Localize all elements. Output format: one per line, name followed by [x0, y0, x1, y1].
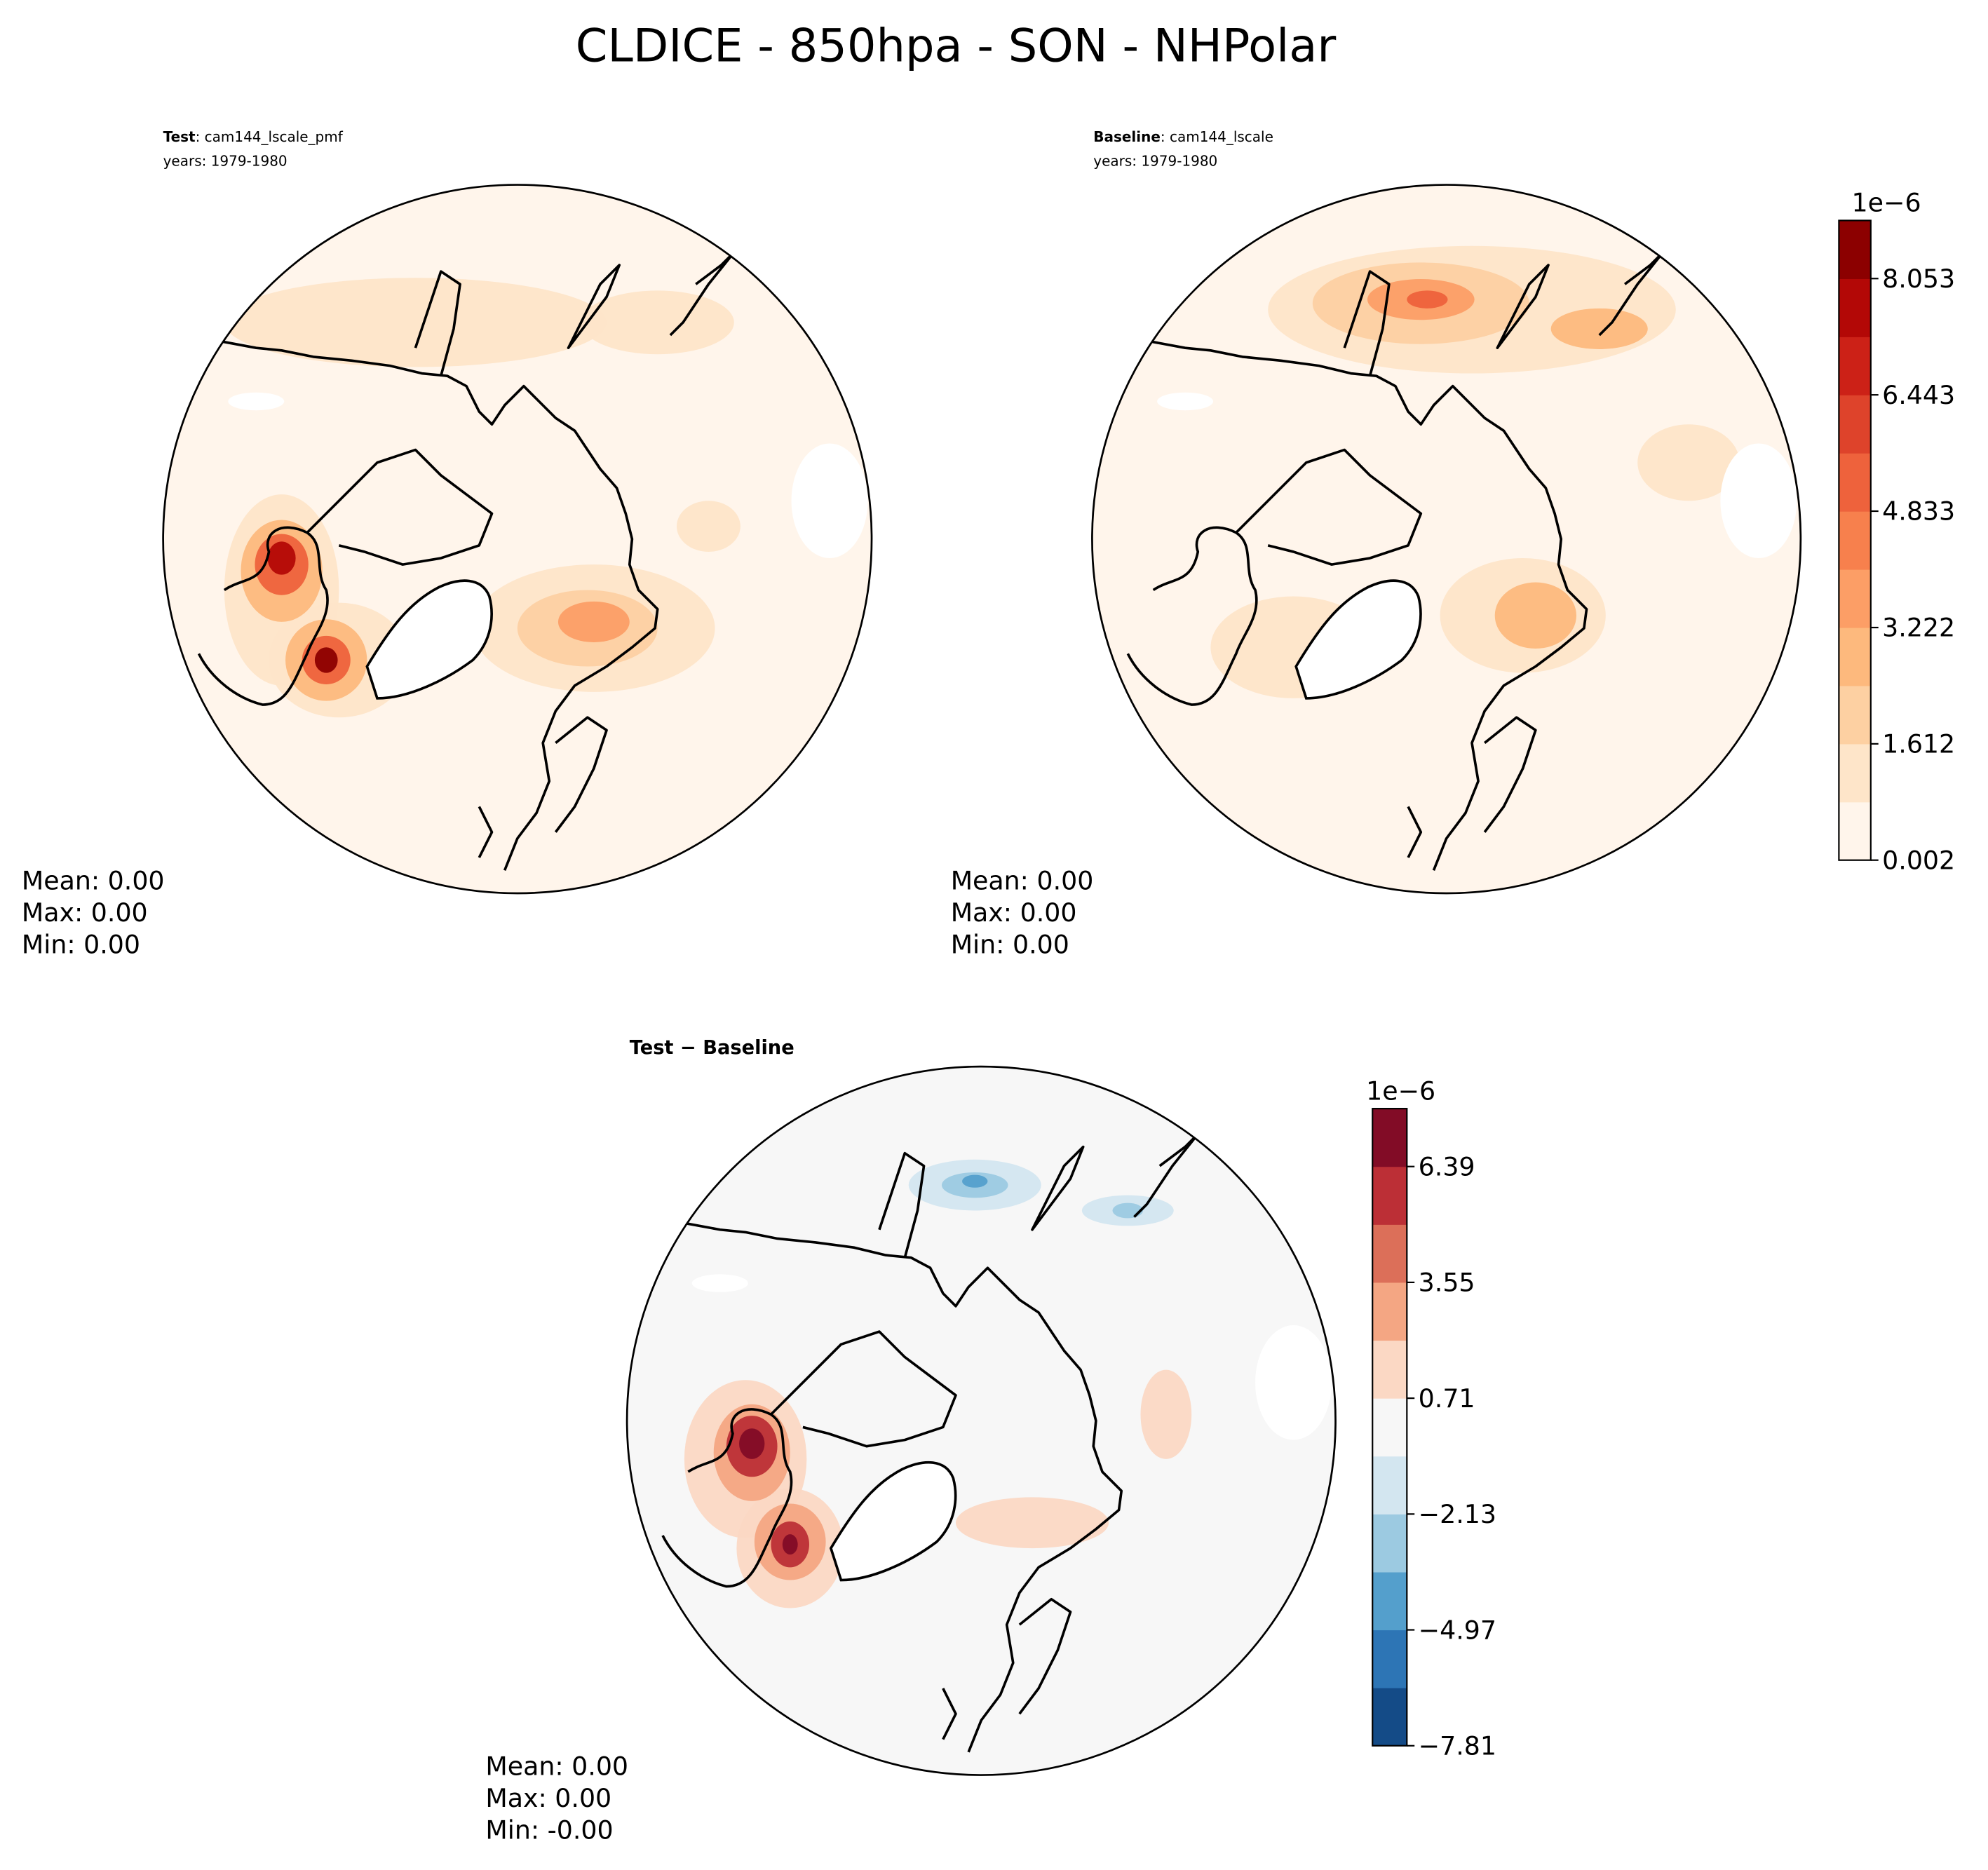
contour-patch [782, 1534, 798, 1555]
color-band [1372, 1571, 1407, 1631]
colorbar-offset: 1e−6 [1366, 1076, 1435, 1106]
colorbar-frame [1838, 219, 1872, 861]
stat-text: Mean: 0.00 [951, 866, 1094, 896]
stat-text: Mean: 0.00 [22, 866, 165, 896]
colorbar-tick-label: 0.002 [1882, 845, 1955, 875]
contour-patch [1550, 308, 1648, 349]
colorbar-tick-label: 3.222 [1882, 613, 1955, 643]
map-field [1092, 184, 1801, 893]
contour-patch [739, 1428, 765, 1459]
color-band [1839, 743, 1871, 803]
colorbar-tick-label: 8.053 [1882, 264, 1955, 294]
color-band [1839, 685, 1871, 745]
colorbar-tick-label: −7.81 [1419, 1730, 1496, 1761]
color-band [1372, 1456, 1407, 1515]
contour-patch [1407, 290, 1448, 309]
map-field [627, 1066, 1336, 1775]
color-band [1839, 511, 1871, 570]
map-field [163, 184, 872, 893]
color-band [1839, 337, 1871, 395]
map-background [1092, 184, 1801, 893]
color-band [1372, 1166, 1407, 1225]
color-band [1372, 1224, 1407, 1283]
contour-patch [1140, 1369, 1192, 1459]
color-band [1839, 453, 1871, 512]
panel-label: Test: cam144_lscale_pmf [163, 128, 344, 145]
missing-patch [228, 392, 285, 411]
color-band [1839, 395, 1871, 454]
colorbar-tick-label: 6.443 [1882, 380, 1955, 410]
map-boundary [1091, 184, 1802, 895]
map-boundary [626, 1065, 1337, 1776]
colorbar-offset: 1e−6 [1852, 188, 1921, 218]
color-band [1372, 1630, 1407, 1688]
color-band [1839, 569, 1871, 628]
colorbar-tick-label: −2.13 [1419, 1499, 1496, 1529]
colorbar-tick-label: 6.39 [1419, 1151, 1475, 1181]
colorbar-tick-label: 1.612 [1882, 729, 1955, 759]
stat-text: Min: -0.00 [485, 1815, 613, 1845]
map-boundary [162, 184, 873, 895]
color-band [1839, 278, 1871, 337]
contour-patch [1112, 1202, 1144, 1219]
map-panel: Baseline: cam144_lscale years: 1979-1980 M… [951, 128, 1802, 959]
colorbar-tick-label: −4.97 [1419, 1615, 1496, 1645]
panel-case: : cam144_lscale_pmf [196, 128, 344, 145]
colorbar: −7.81 −4.97 −2.13 0.71 3.55 6.39 1e−6 [1366, 1076, 1496, 1761]
panel-name: Baseline [1093, 128, 1161, 145]
contour-patch [224, 278, 607, 367]
missing-patch [691, 1274, 748, 1292]
missing-patch [791, 443, 868, 559]
panel-label: Test − Baseline [630, 1037, 794, 1059]
contour-patch [267, 541, 296, 575]
contour-patch [955, 1497, 1109, 1549]
stat-text: Min: 0.00 [22, 929, 140, 959]
stat-text: Max: 0.00 [485, 1783, 611, 1813]
panel-years: years: 1979-1980 [1093, 152, 1217, 169]
color-band [1839, 220, 1871, 279]
color-band [1372, 1282, 1407, 1341]
colorbar-tick-label: 4.833 [1882, 496, 1955, 527]
stat-text: Mean: 0.00 [485, 1752, 628, 1782]
missing-patch [1720, 443, 1797, 559]
missing-patch [1157, 392, 1214, 411]
color-band [1839, 627, 1871, 686]
color-band [1372, 1688, 1407, 1747]
map-panel: Test: cam144_lscale_pmf years: 1979-1980 M… [22, 128, 873, 959]
colorbar-tick-label: 0.71 [1419, 1383, 1475, 1414]
contour-patch [557, 601, 630, 642]
stat-text: Max: 0.00 [951, 897, 1077, 928]
panel-name: Test [163, 128, 196, 145]
contour-patch [962, 1174, 988, 1188]
stat-text: Min: 0.00 [951, 929, 1069, 959]
panel-case: : cam144_lscale [1161, 128, 1273, 145]
contour-patch [1494, 582, 1577, 649]
contour-patch [581, 290, 734, 355]
panel-label: Baseline: cam144_lscale [1093, 128, 1273, 145]
contour-patch [676, 501, 741, 552]
missing-patch [1255, 1325, 1332, 1440]
color-band [1372, 1340, 1407, 1399]
stat-text: Max: 0.00 [22, 897, 148, 928]
panel-years: years: 1979-1980 [163, 152, 288, 169]
colorbar-tick-label: 3.55 [1419, 1268, 1475, 1298]
figure-title: CLDICE - 850hpa - SON - NHPolar [576, 19, 1337, 72]
contour-patch [314, 647, 338, 673]
color-band [1372, 1109, 1407, 1167]
panels: Test: cam144_lscale_pmf years: 1979-1980 M… [22, 128, 1955, 1845]
color-band [1372, 1514, 1407, 1573]
contour-patch [1637, 424, 1740, 501]
color-band [1372, 1398, 1407, 1457]
colorbar: 0.002 1.612 3.222 4.833 6.443 8.053 1e−6 [1838, 188, 1955, 875]
color-band [1839, 801, 1871, 861]
colorbar-frame [1372, 1108, 1408, 1747]
